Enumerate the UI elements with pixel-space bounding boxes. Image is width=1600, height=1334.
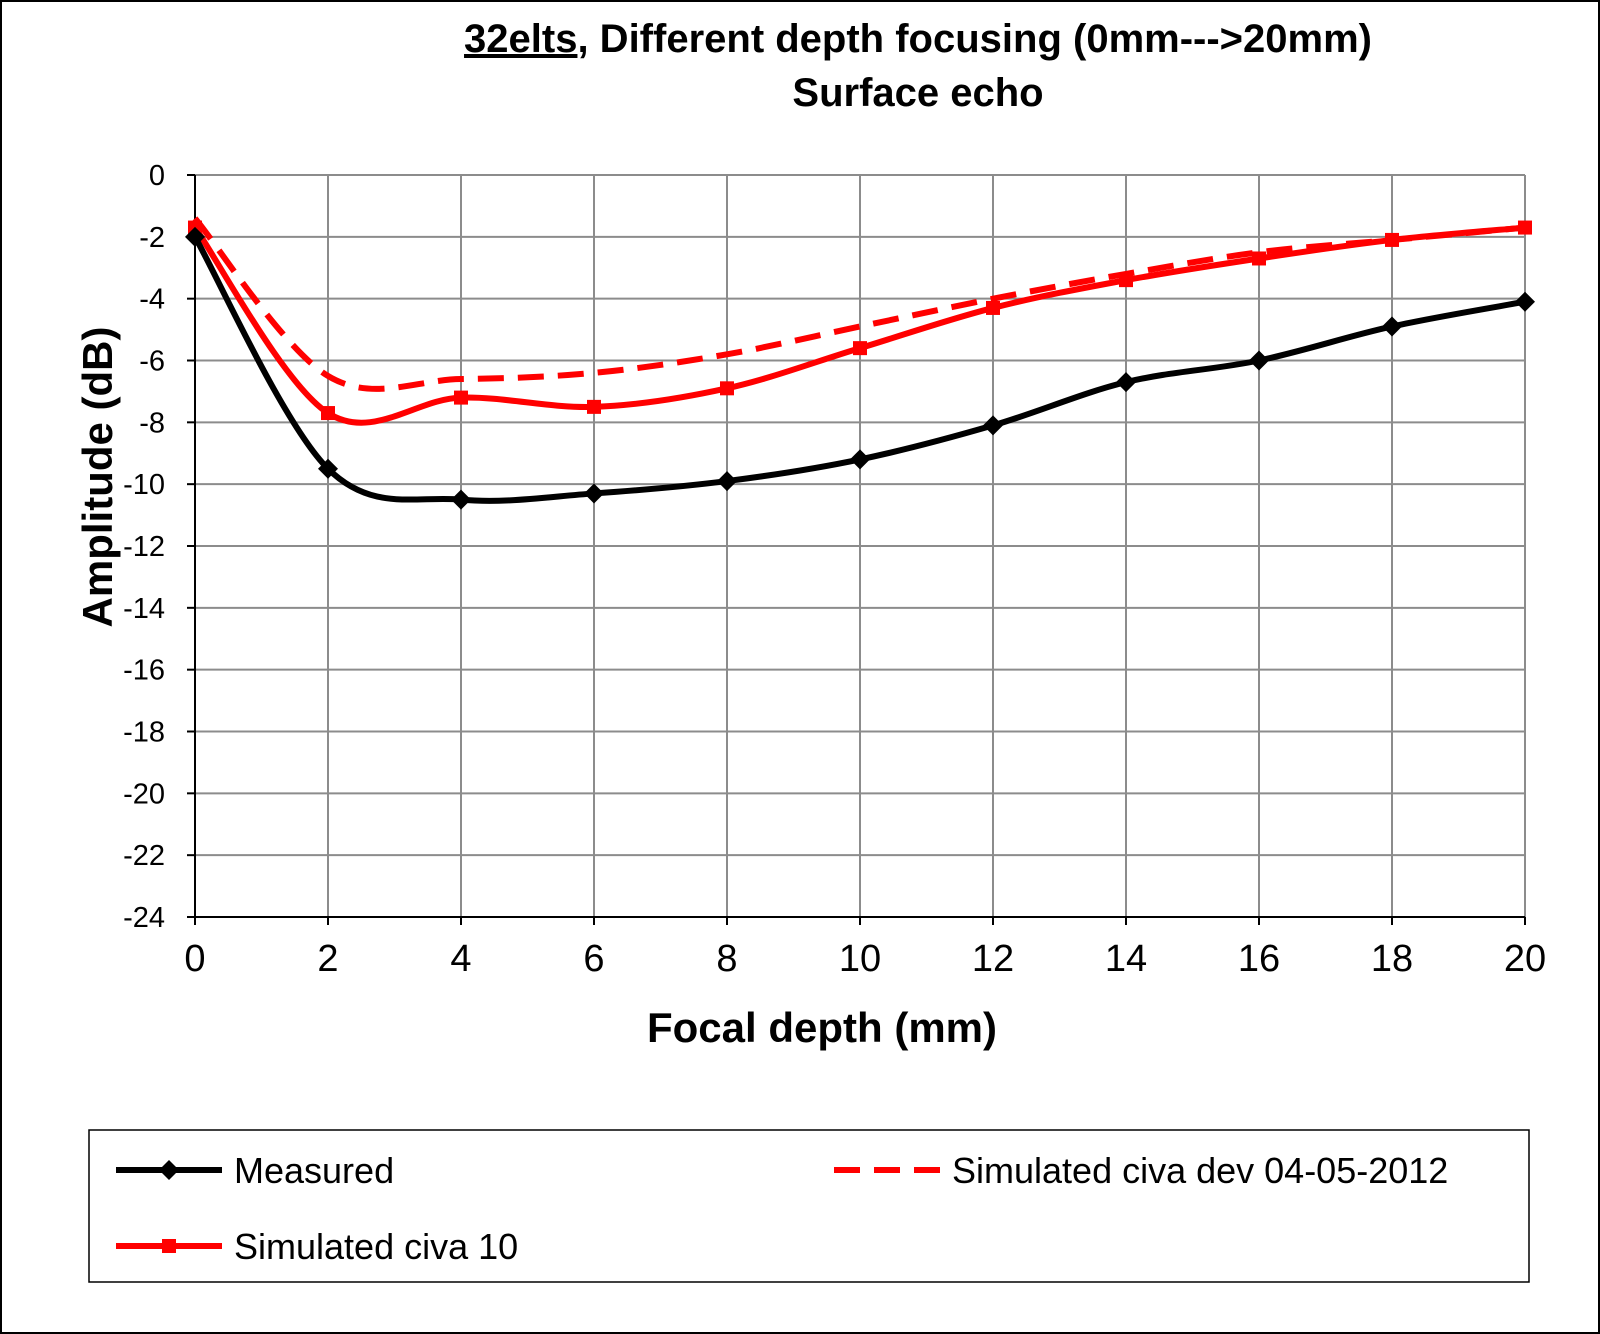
- chart-title-underlined: 32elts: [464, 17, 577, 61]
- legend-item: Measured: [116, 1150, 394, 1191]
- series-line-simulated-civa-dev-04-05-2012: [192, 216, 1526, 392]
- data-point-square: [1518, 220, 1532, 235]
- data-point-square: [853, 341, 867, 356]
- data-point-diamond: [850, 449, 870, 470]
- y-tick-label: -20: [123, 778, 165, 810]
- data-point-diamond: [717, 471, 737, 492]
- legend-marker: [162, 1239, 176, 1253]
- data-point-square: [1385, 232, 1399, 247]
- data-point-square: [720, 381, 734, 396]
- x-tick-label: 14: [1105, 938, 1147, 980]
- data-point-diamond: [983, 415, 1003, 436]
- x-tick-label: 12: [972, 938, 1014, 980]
- series-markers: [185, 220, 1535, 510]
- legend-marker: [159, 1160, 179, 1180]
- y-tick-label: -24: [123, 902, 165, 934]
- y-tick-label: -8: [139, 407, 165, 439]
- x-tick-label: 10: [839, 938, 881, 980]
- data-point-square: [587, 399, 601, 414]
- x-tick-label: 18: [1371, 938, 1413, 980]
- y-tick-label: -22: [123, 840, 165, 872]
- y-tick-label: -10: [123, 469, 165, 501]
- data-point-diamond: [1249, 350, 1269, 371]
- data-point-square: [454, 390, 468, 405]
- chart-title-rest: , Different depth focusing (0mm--->20mm): [577, 17, 1372, 61]
- x-tick-label: 0: [184, 938, 205, 980]
- data-point-diamond: [185, 226, 205, 247]
- y-axis-label: Amplitude (dB): [74, 327, 121, 628]
- x-tick-label: 2: [317, 938, 338, 980]
- y-tick-labels: 0 -2 -4 -6 -8 -10 -12 -14 -16 -18 -20 -22 -24: [123, 160, 165, 934]
- series-line-simulated-civa-10: [192, 224, 1526, 426]
- data-point-diamond: [451, 489, 471, 510]
- legend: Measured Simulated civa dev 04-05-2012 Sim…: [88, 1129, 1530, 1283]
- data-point-diamond: [1382, 316, 1402, 337]
- data-point-square: [1252, 251, 1266, 266]
- x-tick-label: 16: [1238, 938, 1280, 980]
- y-tick-label: -18: [123, 717, 165, 749]
- data-point-diamond: [318, 458, 338, 479]
- gridlines: [194, 174, 1526, 918]
- y-tick-label: -4: [139, 284, 165, 316]
- data-point-square: [1119, 273, 1133, 288]
- data-point-diamond: [1515, 291, 1535, 312]
- legend-box: [88, 1129, 1530, 1283]
- x-tick-label: 4: [450, 938, 471, 980]
- legend-item: Simulated civa 10: [116, 1226, 518, 1267]
- y-tick-label: -12: [123, 531, 165, 563]
- y-tick-label: 0: [149, 160, 165, 192]
- axes: [187, 174, 1526, 925]
- x-tick-label: 8: [716, 938, 737, 980]
- y-tick-label: -6: [139, 346, 165, 378]
- data-point-square: [321, 406, 335, 421]
- series-lines: [192, 216, 1526, 504]
- data-point-diamond: [584, 483, 604, 504]
- series-line-measured: [192, 235, 1526, 504]
- legend-label: Measured: [234, 1150, 394, 1191]
- x-tick-labels: 0 2 4 6 8 10 12 14 16 18 20: [184, 938, 1546, 980]
- chart-title-line2: Surface echo: [792, 71, 1043, 115]
- data-point-square: [986, 300, 1000, 315]
- x-tick-label: 6: [583, 938, 604, 980]
- y-tick-label: -14: [123, 593, 165, 625]
- chart-title-line1: 32elts, Different depth focusing (0mm---…: [464, 17, 1372, 61]
- y-tick-label: -2: [139, 222, 165, 254]
- legend-label: Simulated civa dev 04-05-2012: [952, 1150, 1448, 1191]
- legend-label: Simulated civa 10: [234, 1226, 518, 1267]
- data-point-diamond: [1116, 372, 1136, 393]
- legend-item: Simulated civa dev 04-05-2012: [834, 1150, 1448, 1191]
- y-tick-label: -16: [123, 655, 165, 687]
- x-tick-label: 20: [1504, 938, 1546, 980]
- x-axis-label: Focal depth (mm): [647, 1004, 997, 1051]
